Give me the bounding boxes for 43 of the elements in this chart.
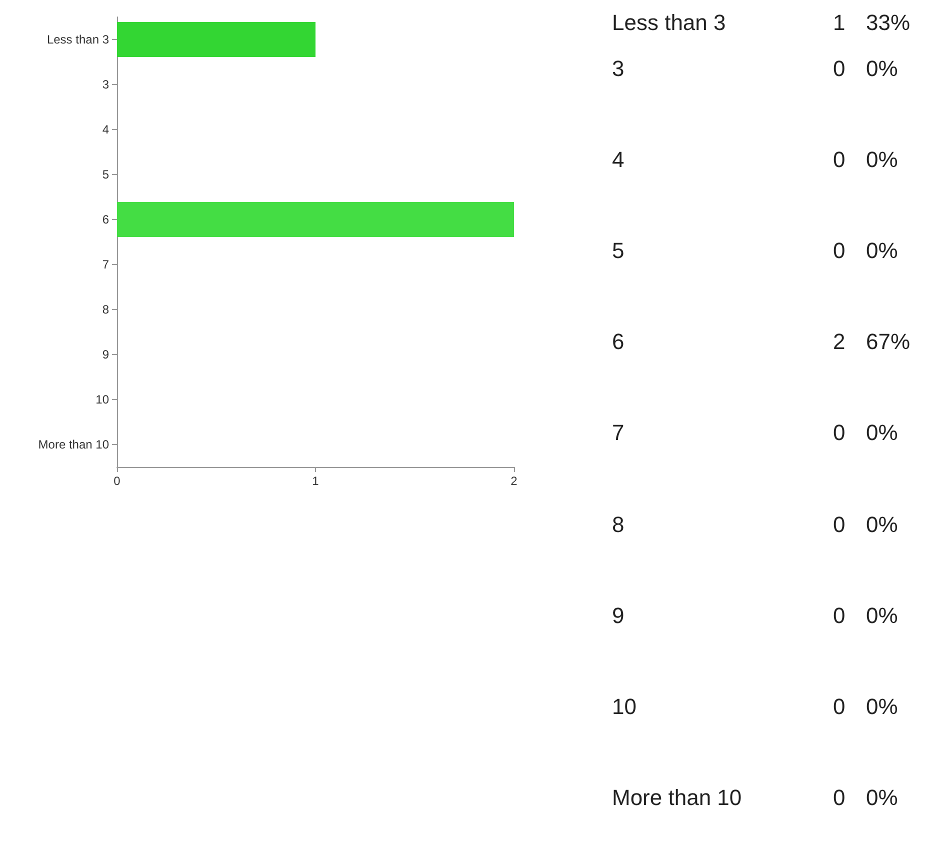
text: 0% [866, 147, 898, 174]
text: 0 [833, 512, 846, 538]
category-label: 6 [612, 329, 624, 354]
category-label: 8 [612, 512, 624, 536]
y-tick-label: 4 [102, 122, 110, 136]
text: 0 [833, 147, 846, 174]
text: 0 [833, 238, 846, 264]
y-tick-label: 7 [102, 258, 110, 272]
x-tick-label: 1 [312, 474, 320, 488]
text: 0% [866, 784, 898, 811]
text: 67% [866, 329, 910, 356]
text: 0 [833, 420, 846, 446]
text: 2 [833, 329, 846, 356]
x-tick-label: 2 [510, 474, 518, 488]
category-label: 10 [612, 694, 636, 719]
text: 33% [866, 10, 910, 36]
category-label: 9 [612, 602, 624, 628]
text: 0% [866, 512, 898, 538]
y-tick-label: 6 [102, 212, 110, 226]
text: 0 [833, 56, 846, 82]
category-label: 7 [612, 420, 624, 446]
category-label: 5 [612, 238, 624, 264]
y-tick-label: 9 [102, 348, 110, 362]
category-label: 3 [612, 56, 624, 81]
category-label: 4 [612, 147, 624, 172]
y-tick-label: More than 10 [38, 438, 110, 452]
y-tick-label: Less than 3 [46, 32, 110, 46]
text: 1 [833, 10, 846, 36]
text: 0 [833, 694, 846, 720]
text: 0 [833, 784, 846, 811]
text: 0 [833, 602, 846, 629]
text: 0% [866, 56, 898, 82]
y-tick-label: 10 [96, 392, 110, 406]
category-label: More than 10 [612, 784, 742, 810]
category-label: Less than 3 [612, 10, 726, 35]
x-tick-label: 0 [114, 474, 121, 488]
text: 0% [866, 420, 898, 446]
text: 0% [866, 238, 898, 264]
y-tick-label: 5 [102, 168, 110, 182]
y-tick-label: 3 [102, 78, 110, 92]
text: 0% [866, 602, 898, 629]
text: 0% [866, 694, 898, 720]
y-tick-label: 8 [102, 302, 110, 316]
